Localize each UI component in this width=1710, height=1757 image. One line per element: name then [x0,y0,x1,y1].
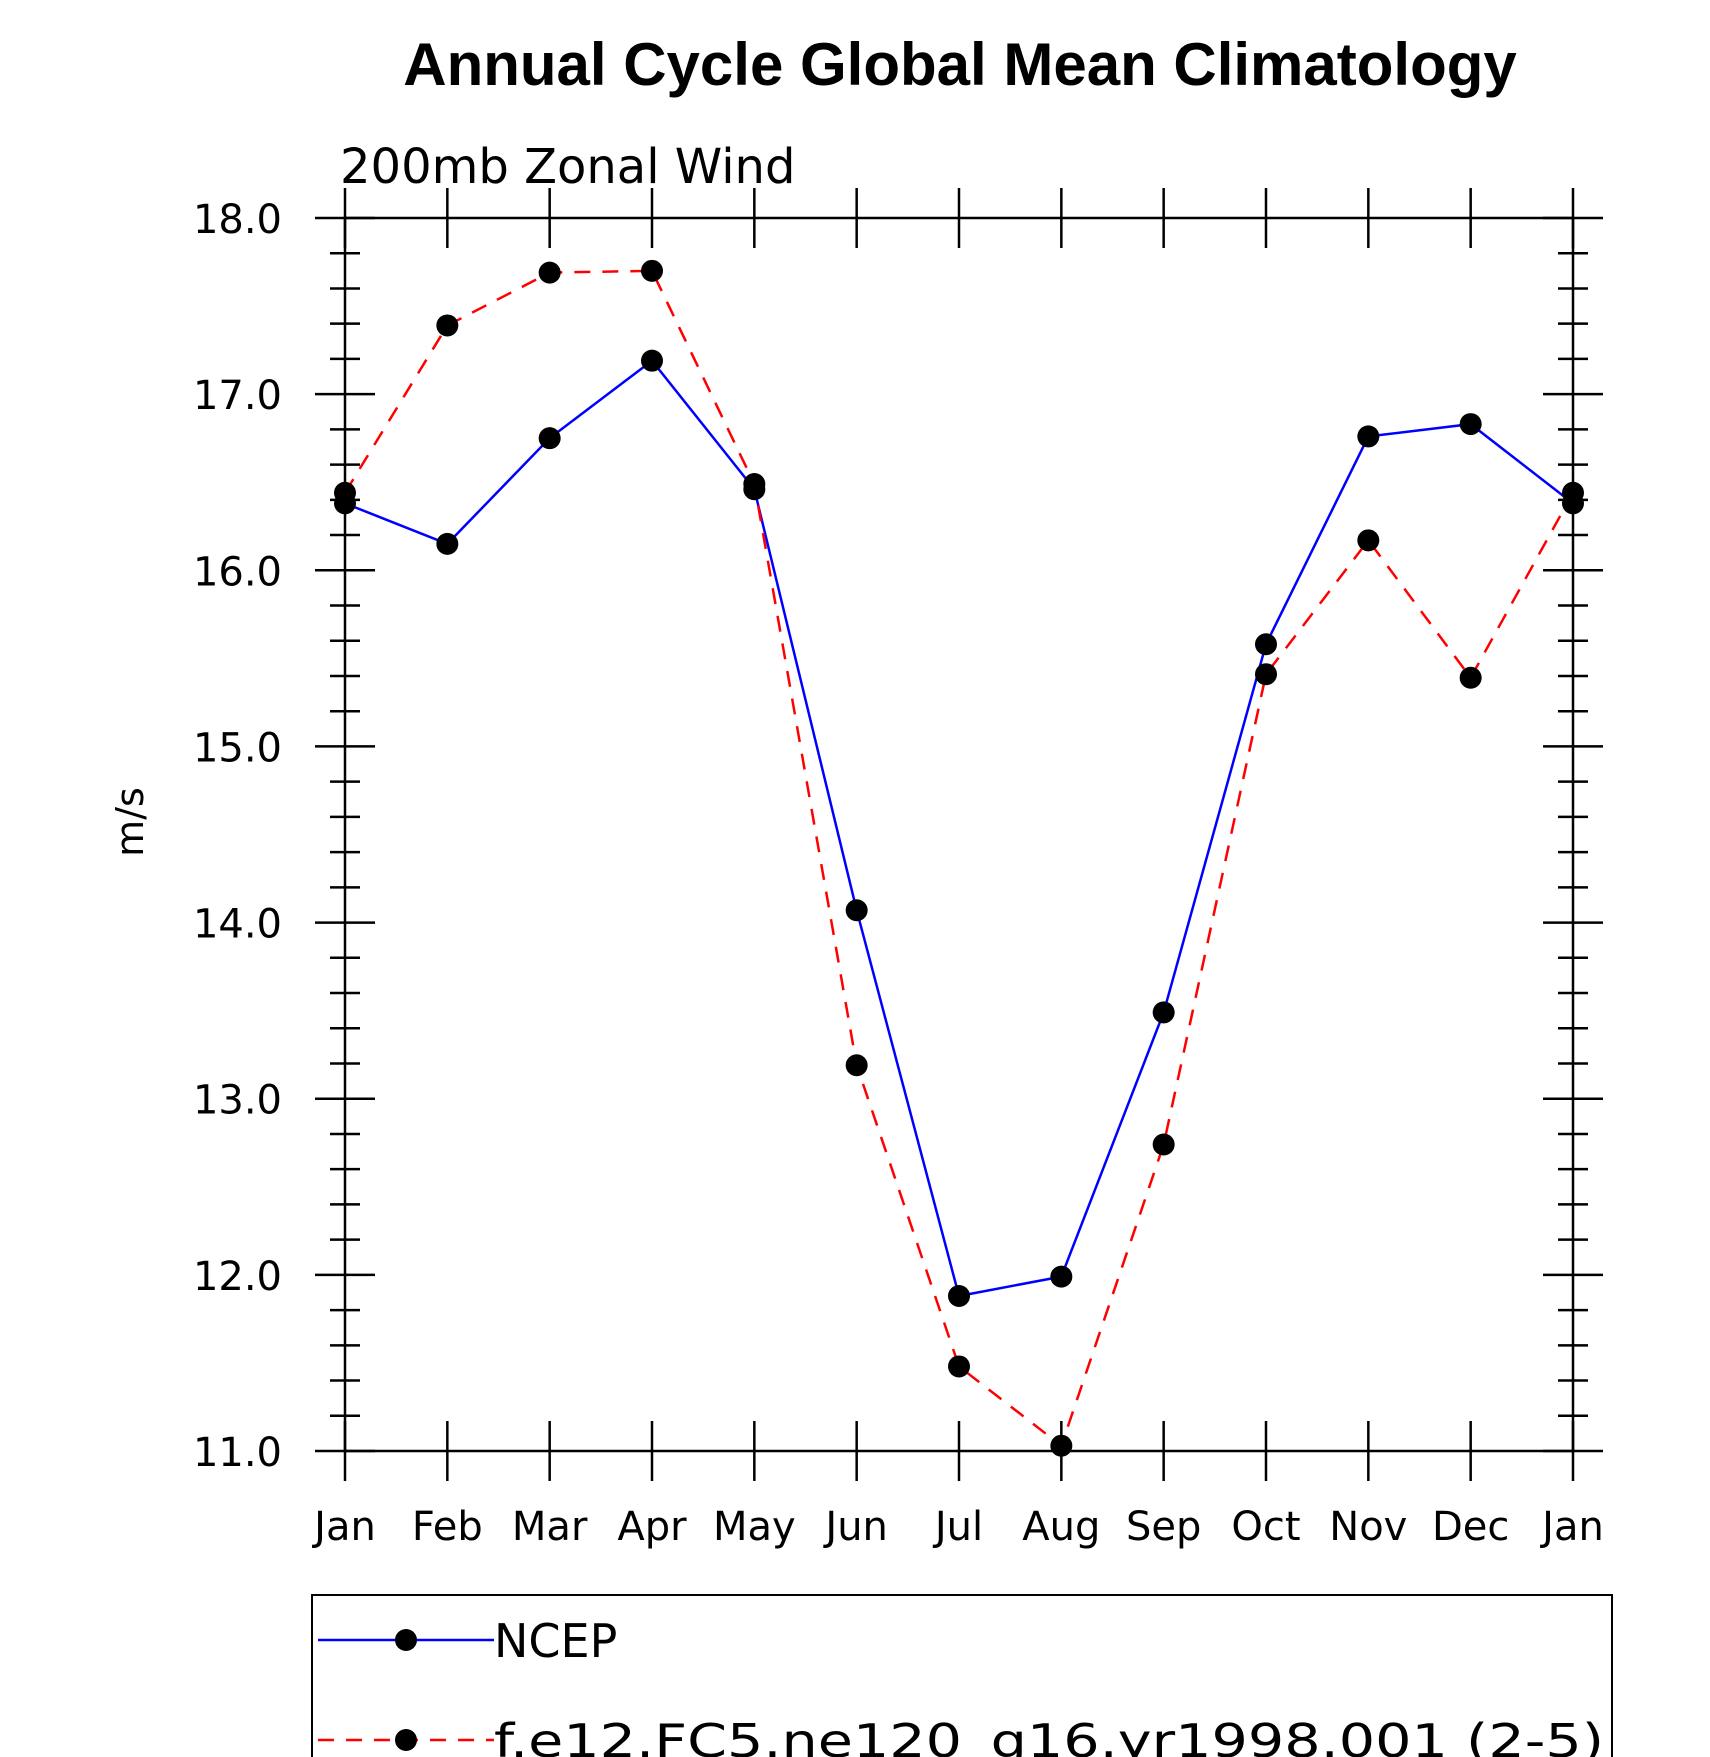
y-tick-label: 16.0 [193,549,282,595]
data-point-model [948,1355,970,1378]
data-point-ncep [1357,425,1380,448]
plot-frame [343,216,1575,1453]
x-tick-label: Jan [1539,1504,1604,1550]
plot-axes [315,188,1603,1481]
legend-marker-model [395,1729,417,1751]
series-line-model [343,269,1575,1448]
x-tick-label: Apr [617,1504,687,1550]
y-tick-label: 11.0 [193,1430,282,1476]
y-tick-label: 18.0 [193,197,282,243]
x-tick-label: Dec [1432,1504,1509,1550]
data-point-ncep [1152,1001,1175,1024]
chart-subtitle: 200mb Zonal Wind [340,139,795,195]
x-tick-label: Mar [512,1504,588,1550]
x-tick-label: Jul [932,1504,983,1550]
x-tick-label: Nov [1329,1504,1407,1550]
data-point-model [538,261,561,284]
data-point-model [1255,663,1277,686]
data-point-model [1459,666,1482,689]
y-axis-label: m/s [108,787,152,857]
x-tick-label: Oct [1231,1504,1300,1550]
y-tick-label: 14.0 [193,902,282,948]
y-tick-label: 15.0 [193,725,282,771]
legend: NCEP f.e12.FC5.ne120_g16.yr1998.001 (2-5… [311,1594,1613,1757]
series-group [334,259,1584,1457]
data-point-ncep [845,899,868,922]
legend-label-ncep: NCEP [494,1614,617,1668]
x-tick-labels: Jan Feb Mar Apr May Jun Jul Aug Sep Oct Nov Dec Jan [311,1504,1604,1550]
data-point-model [743,472,766,495]
data-point-ncep [1459,413,1482,436]
data-point-model [845,1054,868,1077]
data-point-ncep [641,349,663,372]
data-point-model [334,481,356,504]
data-point-model [1050,1434,1073,1457]
x-tick-label: Aug [1022,1504,1100,1550]
y-tick-label: 17.0 [193,373,282,419]
x-tick-label: Jun [822,1504,888,1550]
legend-box [311,1594,1613,1757]
series-line-ncep [344,358,1574,1298]
x-tick-label: Feb [412,1504,483,1550]
data-point-model [436,314,459,337]
data-point-ncep [1255,633,1277,656]
x-tick-label: Sep [1126,1504,1201,1550]
x-tick-label: May [713,1504,796,1550]
legend-marker-ncep [395,1629,417,1651]
data-point-model [1357,529,1380,552]
data-point-ncep [948,1284,970,1307]
data-point-model [1562,481,1584,504]
x-tick-label: Jan [311,1504,376,1550]
data-point-ncep [436,532,459,555]
data-point-ncep [1050,1265,1073,1288]
legend-label-model: f.e12.FC5.ne120_g16.yr1998.001 (2-5) [494,1714,1604,1757]
chart-title: Annual Cycle Global Mean Climatology [403,31,1517,98]
y-tick-labels: 11.0 12.0 13.0 14.0 15.0 16.0 17.0 18.0 [193,197,282,1476]
y-tick-label: 13.0 [193,1078,282,1124]
y-tick-label: 12.0 [193,1254,282,1300]
data-point-ncep [538,427,561,450]
data-point-model [641,259,663,282]
data-point-model [1152,1133,1175,1156]
